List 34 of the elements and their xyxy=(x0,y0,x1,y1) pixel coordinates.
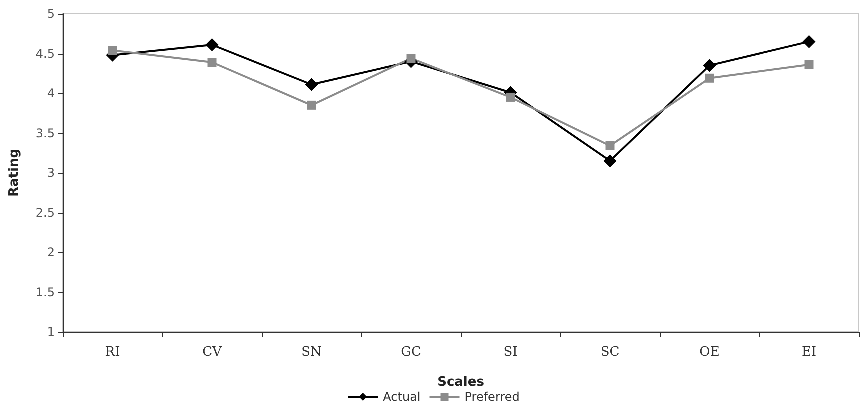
x-tick-label: SN xyxy=(302,345,322,360)
x-tick-label: CV xyxy=(202,345,223,360)
y-tick-label: 1 xyxy=(47,325,55,339)
y-tick-label: 4 xyxy=(47,86,55,100)
x-tick-label: GC xyxy=(401,345,422,360)
y-tick-label: 4.5 xyxy=(36,46,55,61)
point xyxy=(108,46,118,56)
y-tick-label: 2 xyxy=(47,246,55,260)
y-tick-label: 5 xyxy=(47,7,55,21)
x-tick-label: SI xyxy=(504,345,518,360)
point xyxy=(604,154,617,168)
legend-label: Preferred xyxy=(464,390,520,404)
point xyxy=(703,59,716,72)
x-axis-title: Scales xyxy=(438,375,485,390)
point xyxy=(506,92,516,102)
x-tick-label: SC xyxy=(600,345,620,360)
point xyxy=(804,60,814,70)
legend-label: Actual xyxy=(383,390,421,404)
y-axis-title: Rating xyxy=(7,148,22,198)
point xyxy=(206,38,219,52)
y-tick-label: 2.5 xyxy=(36,206,55,220)
point xyxy=(406,54,416,64)
y-tick-label: 3 xyxy=(47,166,55,180)
x-tick-label: RI xyxy=(105,345,120,360)
y-tick-label: 3.5 xyxy=(36,126,55,140)
point xyxy=(802,35,816,48)
point xyxy=(305,78,318,92)
y-tick-label: 1.5 xyxy=(36,285,55,300)
point xyxy=(307,100,316,110)
point xyxy=(705,74,714,83)
x-tick-label: OE xyxy=(700,345,720,360)
x-tick-label: EI xyxy=(802,345,817,360)
point xyxy=(208,58,217,67)
point xyxy=(606,141,615,150)
